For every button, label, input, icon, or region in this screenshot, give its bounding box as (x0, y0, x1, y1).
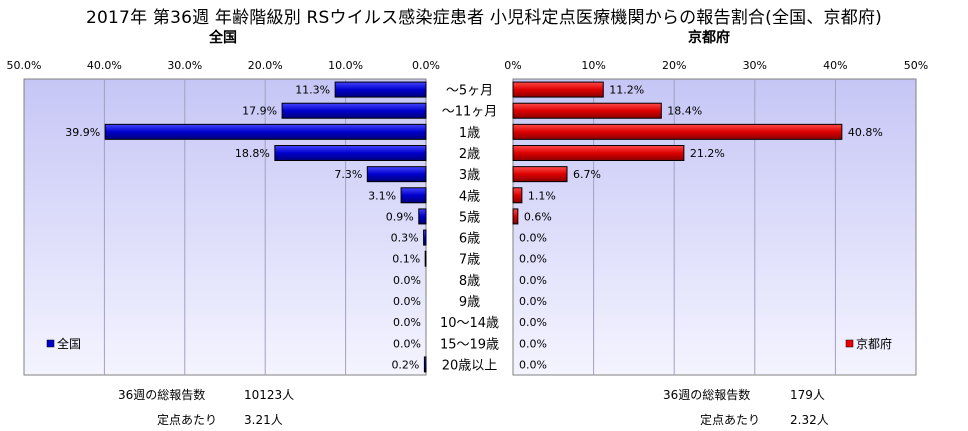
left-per-label: 定点あたり (157, 413, 218, 427)
right-tick-label: 40% (823, 59, 847, 72)
right-value-label: 6.7% (573, 168, 601, 181)
left-value-label: 11.3% (295, 84, 330, 97)
left-value-label: 18.8% (235, 147, 270, 160)
left-value-label: 7.3% (334, 168, 362, 181)
left-tick-label: 0.0% (412, 59, 440, 72)
left-bar (334, 81, 427, 98)
left-value-label: 0.9% (386, 210, 414, 223)
left-tick-label: 30.0% (167, 59, 202, 72)
right-tick-label: 20% (662, 59, 686, 72)
left-bar (274, 145, 427, 161)
age-category-label: 9歳 (459, 295, 480, 310)
left-tick-label: 20.0% (248, 59, 283, 72)
right-legend-label: 京都府 (856, 336, 892, 351)
left-bar (423, 229, 427, 246)
age-category-label: 8歳 (459, 274, 480, 289)
left-panel-subtitle: 全国 (209, 30, 237, 46)
right-legend-swatch (845, 339, 854, 348)
left-bar (418, 208, 427, 225)
right-value-label: 0.0% (519, 295, 547, 308)
right-value-label: 11.2% (609, 84, 644, 97)
right-tick-label: 50% (904, 59, 928, 72)
left-bar (424, 250, 427, 267)
right-value-label: 0.0% (519, 337, 547, 350)
left-legend-swatch (46, 339, 55, 348)
age-category-label: 7歳 (459, 253, 480, 268)
left-bar (104, 123, 427, 140)
right-value-label: 0.6% (524, 210, 552, 223)
left-tick-label: 50.0% (7, 59, 42, 72)
age-category-label: 4歳 (459, 189, 480, 204)
left-value-label: 0.0% (393, 274, 421, 287)
left-value-label: 3.1% (368, 189, 396, 202)
right-value-label: 0.0% (519, 253, 547, 266)
left-tick-label: 40.0% (87, 59, 122, 72)
left-value-label: 0.3% (391, 232, 419, 245)
left-total-label: 36週の総報告数 (118, 388, 206, 402)
right-value-label: 0.0% (519, 274, 547, 287)
right-bar (512, 145, 685, 161)
age-category-label: 5歳 (459, 210, 480, 225)
left-plot-area (23, 78, 427, 376)
right-tick-label: 0% (504, 59, 521, 72)
right-tick-label: 10% (581, 59, 605, 72)
right-bar (512, 102, 662, 119)
age-category-label: 6歳 (459, 232, 480, 247)
age-category-label: 2歳 (459, 147, 480, 162)
left-value-label: 0.2% (391, 358, 419, 371)
right-per-label: 定点あたり (700, 413, 761, 427)
left-value-label: 0.1% (392, 253, 420, 266)
right-bar (512, 208, 519, 225)
age-category-label: ～11ヶ月 (442, 105, 498, 120)
age-category-label: 10～14歳 (440, 316, 499, 331)
left-tick-label: 10.0% (328, 59, 363, 72)
left-legend-label: 全国 (57, 336, 81, 351)
right-tick-label: 30% (743, 59, 767, 72)
right-value-label: 0.0% (519, 316, 547, 329)
age-category-label: 15～19歳 (440, 337, 499, 352)
right-value-label: 40.8% (848, 126, 883, 139)
left-value-label: 39.9% (65, 126, 100, 139)
left-bar (281, 102, 427, 119)
right-bar (512, 166, 568, 183)
chart-title: 2017年 第36週 年齢階級別 RSウイルス感染症患者 小児科定点医療機関から… (86, 8, 882, 28)
age-category-label: ～5ヶ月 (446, 84, 493, 99)
left-value-label: 0.0% (393, 316, 421, 329)
left-bar (423, 356, 427, 373)
right-value-label: 0.0% (519, 358, 547, 371)
right-per-value: 2.32人 (790, 413, 829, 427)
right-total-value: 179人 (790, 388, 825, 402)
left-value-label: 0.0% (393, 295, 421, 308)
right-value-label: 18.4% (667, 105, 702, 118)
left-per-value: 3.21人 (244, 413, 283, 427)
right-bar (512, 187, 523, 204)
age-category-label: 20歳以上 (442, 358, 498, 373)
right-panel-subtitle: 京都府 (688, 30, 730, 46)
right-bar (512, 81, 604, 98)
right-total-label: 36週の総報告数 (663, 388, 751, 402)
left-bar (400, 187, 427, 204)
left-value-label: 17.9% (242, 105, 277, 118)
right-bar (512, 123, 843, 140)
right-value-label: 0.0% (519, 232, 547, 245)
age-category-label: 1歳 (459, 126, 480, 141)
age-category-label: 3歳 (459, 168, 480, 183)
right-plot-area (512, 78, 917, 376)
left-value-label: 0.0% (393, 337, 421, 350)
left-bar (366, 166, 427, 183)
left-total-value: 10123人 (244, 388, 295, 402)
right-value-label: 21.2% (690, 147, 725, 160)
right-value-label: 1.1% (528, 189, 556, 202)
